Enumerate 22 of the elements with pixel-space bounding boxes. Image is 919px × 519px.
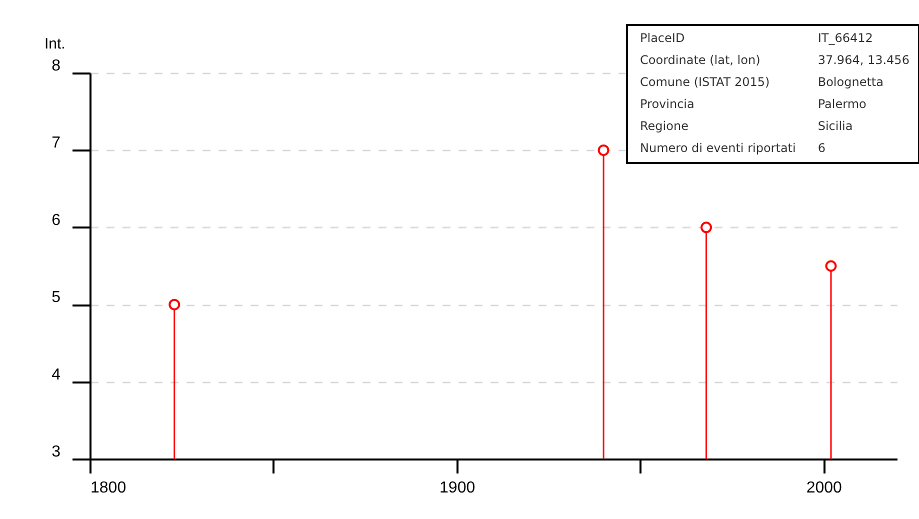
x-tick-label: 1800 xyxy=(90,480,126,496)
annotation: Sicilia xyxy=(816,118,854,135)
annotation: Provincia xyxy=(639,96,696,113)
y-tick-label: 4 xyxy=(52,366,61,384)
annotation: Regione xyxy=(639,118,690,135)
annotation: Palermo xyxy=(816,96,868,113)
y-tick-label: 3 xyxy=(52,444,61,460)
x-tick-label: 1900 xyxy=(440,480,476,496)
y-tick-label: 6 xyxy=(52,212,61,229)
annotation: 6 xyxy=(816,140,826,157)
text: 37.964, 13.456 xyxy=(816,52,910,69)
annotation: Comune (ISTAT 2015) xyxy=(639,74,771,91)
annotation: Numero di eventi riportati xyxy=(639,140,797,157)
y-tick-label: 7 xyxy=(52,134,61,152)
y-tick-label: 5 xyxy=(52,289,61,306)
x-tick-label: 2000 xyxy=(806,480,842,496)
text: IT_66412 xyxy=(816,30,874,47)
annotation: Bolognetta xyxy=(816,74,884,91)
y-axis-title: Int. xyxy=(44,36,66,52)
text: Coordinate (lat, lon) xyxy=(639,52,762,69)
text: PlaceID xyxy=(639,30,686,47)
y-tick-label: 8 xyxy=(52,58,61,74)
